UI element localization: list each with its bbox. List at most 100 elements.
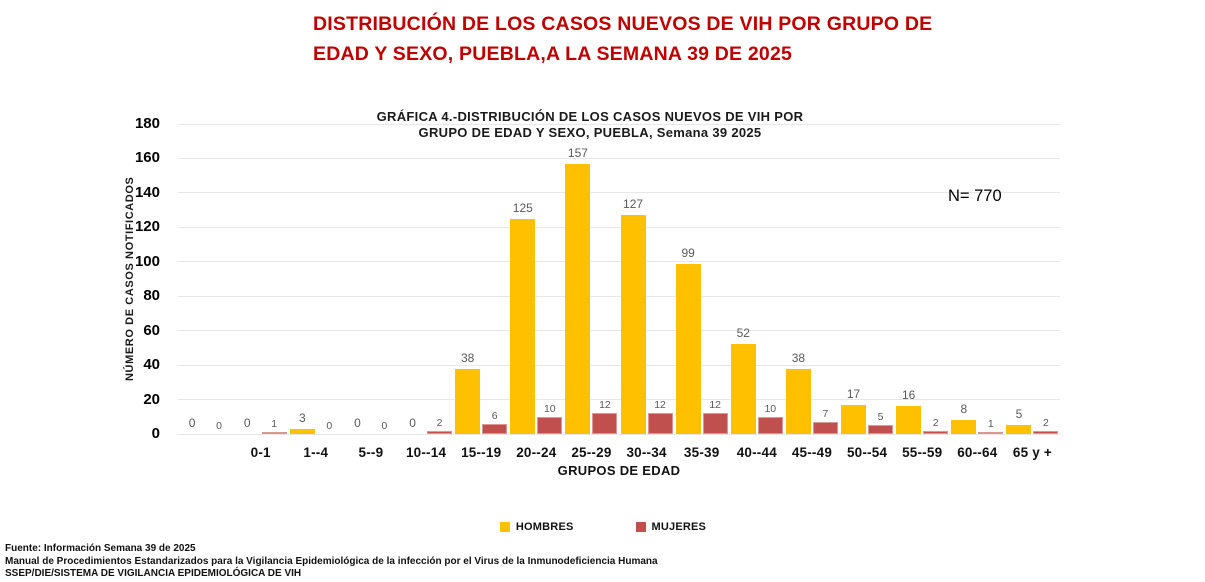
gridline: [178, 330, 1060, 332]
bar-mujeres: 1: [261, 418, 287, 434]
bar-value-label: 1: [271, 418, 278, 431]
page-title: DISTRIBUCIÓN DE LOS CASOS NUEVOS DE VIH …: [313, 9, 953, 69]
bar-value-label: 7: [822, 407, 829, 420]
bar-value-label: 0: [243, 416, 251, 430]
bar-value-label: 5: [877, 411, 884, 424]
bar: [510, 218, 536, 434]
y-tick-label: 100: [134, 252, 160, 270]
bar-mujeres: 2: [427, 416, 453, 434]
bar: [455, 368, 481, 434]
bar-value-label: 1: [987, 418, 994, 431]
gridline: [178, 192, 1060, 194]
bar-mujeres: 0: [317, 420, 342, 434]
bar-value-label: 0: [409, 416, 416, 430]
x-tick-label: 50--54: [846, 445, 888, 460]
bar: [1033, 430, 1059, 434]
bar-mujeres: 12: [647, 399, 673, 434]
x-tick-label: [178, 445, 233, 460]
bar-value-label: 17: [846, 386, 861, 401]
gridline: [178, 261, 1060, 263]
chart-title: GRÁFICA 4.-DISTRIBUCIÓN DE LOS CASOS NUE…: [290, 109, 890, 140]
bar: [896, 406, 922, 434]
bar-value-label: 38: [791, 350, 806, 365]
bar-value-label: 127: [623, 197, 644, 212]
x-tick-label: 15--19: [461, 445, 502, 460]
bar: [702, 413, 728, 434]
bar: [812, 421, 838, 434]
bar-value-label: 3: [298, 410, 306, 425]
bar-mujeres: 7: [812, 407, 838, 434]
bar-group: 17 5: [840, 124, 895, 434]
y-tick-label: 20: [143, 390, 160, 408]
x-tick-label: 45--49: [791, 445, 833, 460]
bar: [537, 416, 563, 434]
bar-group: 52 10: [729, 124, 784, 434]
bar-hombres: 0: [400, 416, 425, 434]
bar: [620, 215, 646, 434]
bar-value-label: 0: [354, 416, 361, 430]
gridline: [178, 433, 1060, 435]
bar-value-label: 6: [491, 409, 498, 422]
gridline: [178, 157, 1060, 159]
bar-group: 16 2: [895, 124, 950, 434]
bar-value-label: 0: [326, 420, 333, 432]
source-footer: Fuente: Información Semana 39 de 2025 Ma…: [5, 543, 905, 581]
bar-mujeres: 2: [1033, 417, 1059, 434]
bar: [289, 428, 315, 434]
bar-value-label: 125: [512, 200, 533, 215]
bar-value-label: 16: [902, 388, 916, 403]
bar-hombres: 8: [951, 402, 977, 434]
bar-group: 38 6: [454, 124, 509, 434]
gridline: [178, 295, 1060, 297]
x-tick-label: 10--14: [405, 445, 447, 460]
legend-swatch-icon: [635, 522, 646, 532]
legend: HOMBRES MUJERES: [178, 521, 1028, 533]
legend-swatch-icon: [499, 522, 510, 532]
bar: [730, 344, 756, 434]
bar-value-label: 2: [932, 416, 939, 429]
bar: [565, 163, 591, 434]
bar: [482, 423, 508, 434]
x-axis-title: GRUPOS DE EDAD: [557, 463, 681, 478]
bar-group: 38 7: [784, 124, 839, 434]
bar-value-label: 2: [436, 416, 443, 429]
bar-value-label: 8: [960, 402, 968, 417]
bar-value-label: 10: [764, 402, 777, 415]
bar-group: 99 12: [674, 124, 729, 434]
gridline: [178, 226, 1060, 228]
bar-mujeres: 1: [978, 418, 1004, 434]
bar-group: 157 12: [564, 124, 619, 434]
bar: [978, 432, 1004, 434]
bar: [841, 404, 867, 434]
bar-mujeres: 6: [482, 409, 508, 434]
chart-title-line1: GRÁFICA 4.-DISTRIBUCIÓN DE LOS CASOS NUE…: [376, 109, 804, 124]
bar-value-label: 0: [216, 420, 222, 432]
bar-hombres: 0: [180, 416, 205, 434]
legend-item-mujeres: MUJERES: [635, 521, 707, 533]
bar: [1006, 425, 1032, 434]
bar-hombres: 0: [345, 416, 370, 434]
y-tick-label: 0: [151, 425, 160, 442]
x-tick-label: 40--44: [736, 445, 777, 460]
bar-mujeres: 10: [757, 402, 783, 434]
bar: [427, 430, 453, 434]
bar-value-label: 52: [736, 326, 750, 341]
bar-value-label: 5: [1015, 407, 1023, 422]
y-tick-label: 180: [134, 115, 160, 132]
bar-mujeres: 12: [592, 399, 618, 434]
bar: [923, 430, 949, 434]
bar-value-label: 0: [381, 420, 388, 432]
plot-area: 0 0 0 1 3 0 0 0 0 2 38 6 125 10 157 12 127 12 99 12 52 10 38 7 1…: [178, 124, 1060, 434]
y-tick-label: 160: [134, 149, 160, 167]
gridline: [178, 399, 1060, 401]
bar-group: 127 12: [619, 124, 674, 434]
bar-hombres: 125: [510, 200, 536, 434]
x-tick-label: 20--24: [516, 445, 557, 460]
bar-mujeres: 10: [537, 403, 563, 434]
bar-group: 125 10: [509, 124, 564, 434]
